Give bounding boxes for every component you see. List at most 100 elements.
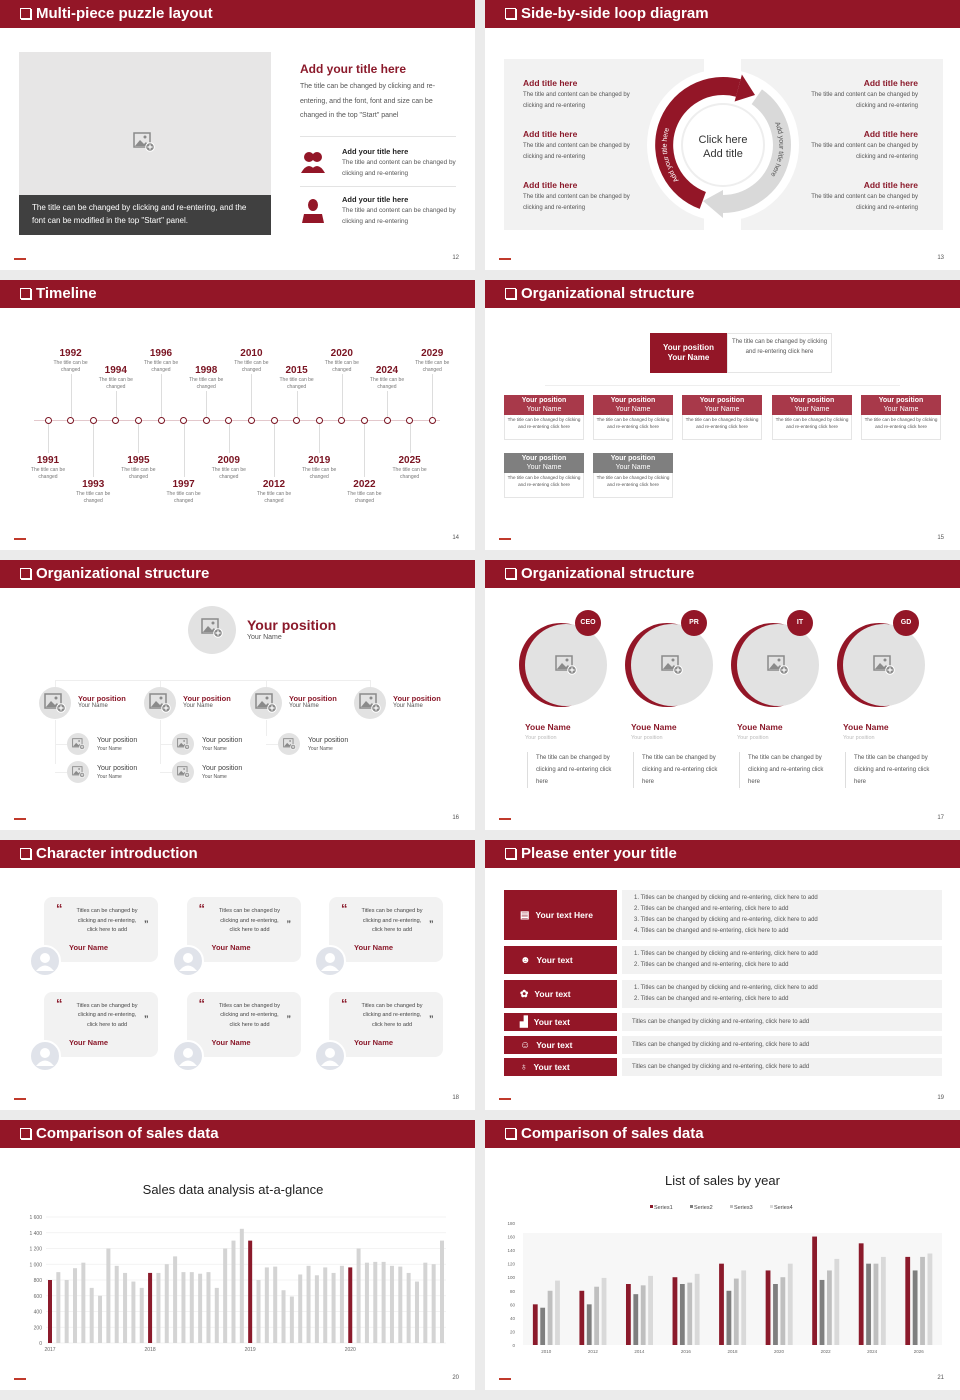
- row-label[interactable]: ☺ Your text: [504, 1036, 617, 1054]
- photo-placeholder[interactable]: [631, 624, 713, 706]
- timeline-dot[interactable]: [180, 416, 188, 424]
- bar-series4: [555, 1280, 560, 1345]
- bar: [406, 1272, 411, 1343]
- bar-series4: [694, 1273, 700, 1345]
- photo-placeholder-small[interactable]: [67, 733, 89, 755]
- photo-placeholder-small[interactable]: [278, 733, 300, 755]
- row-label[interactable]: ✿ Your text: [504, 980, 617, 1008]
- timeline-year: 2012: [262, 479, 286, 490]
- top-photo-placeholder[interactable]: [188, 606, 236, 654]
- content-line: 2. Titles can be changed and re-entering…: [634, 906, 789, 912]
- character-card[interactable]: “ Titles can be changed by clicking and r…: [44, 897, 158, 962]
- row-label[interactable]: ♁ Your text: [504, 1058, 617, 1076]
- quote-open-icon: “: [198, 901, 206, 916]
- timeline-dot[interactable]: [157, 416, 165, 424]
- bar: [264, 1267, 269, 1343]
- top-name: Your Name: [247, 634, 282, 641]
- character-card[interactable]: “ Titles can be changed by clicking and r…: [186, 991, 301, 1057]
- timeline-dot[interactable]: [112, 416, 120, 424]
- member-text: The title can be changed by clicking and…: [845, 752, 935, 788]
- timeline-dot[interactable]: [293, 416, 301, 424]
- timeline-dot[interactable]: [134, 416, 142, 424]
- position: Your position: [78, 694, 126, 703]
- position-box[interactable]: Your position Your Name The title can be c…: [504, 453, 584, 498]
- top-position: Your position: [247, 617, 337, 633]
- connector: [160, 744, 172, 745]
- bar-series2: [540, 1307, 546, 1345]
- avatar: [171, 1039, 204, 1072]
- photo-placeholder-small[interactable]: [67, 761, 89, 783]
- content-line: 1. Titles can be changed by clicking and…: [634, 951, 818, 957]
- timeline-dot[interactable]: [383, 416, 391, 424]
- name: Your Name: [526, 406, 562, 413]
- position-box[interactable]: Your position Your Name The title can be c…: [504, 395, 584, 440]
- bar: [156, 1272, 161, 1343]
- position-box[interactable]: Your position Your Name The title can be c…: [593, 395, 673, 440]
- row-label[interactable]: ▤ Your text Here: [504, 890, 617, 940]
- center-circle[interactable]: [681, 103, 765, 187]
- x-tick-label: 2022: [821, 1349, 832, 1354]
- slide-title: Timeline: [36, 285, 97, 302]
- item-title: Add title here: [523, 129, 578, 139]
- content-line: Titles can be changed by clicking and re…: [632, 1041, 810, 1048]
- photo-placeholder[interactable]: [354, 687, 386, 719]
- legend-swatch: [730, 1205, 733, 1208]
- position: Your position: [289, 694, 337, 703]
- position-box[interactable]: Your position Your Name The title can be c…: [682, 395, 762, 440]
- label-text: Your text: [534, 989, 571, 999]
- timeline-dot[interactable]: [89, 416, 97, 424]
- timeline-dot[interactable]: [67, 416, 75, 424]
- position-box[interactable]: Your position Your Name The title can be c…: [861, 395, 941, 440]
- slide-header: Organizational structure: [485, 560, 960, 588]
- photo-placeholder[interactable]: [144, 687, 176, 719]
- timeline-dot[interactable]: [428, 416, 436, 424]
- character-card[interactable]: “ Titles can be changed by clicking and r…: [186, 897, 301, 962]
- connector: [266, 680, 267, 690]
- box-text: The title can be changed by clicking and…: [593, 415, 673, 440]
- bar: [431, 1264, 436, 1343]
- character-card[interactable]: “ Titles can be changed by clicking and r…: [329, 991, 443, 1057]
- image-placeholder[interactable]: The title can be changed by clicking and…: [19, 52, 271, 235]
- character-card[interactable]: “ Titles can be changed by clicking and r…: [44, 991, 158, 1057]
- yearly-sales-bar-chart: 0 20 40 60 80 100 120 140 160 180 Series1 Series2 Se…: [507, 1205, 942, 1354]
- slide-character-introduction: Character introduction 18 “ Titles can be…: [0, 840, 475, 1110]
- timeline-dot[interactable]: [360, 416, 368, 424]
- money-hand-icon: ♁: [520, 1061, 528, 1073]
- timeline-dot[interactable]: [202, 416, 210, 424]
- y-tick-label: 160: [507, 1235, 515, 1240]
- x-tick-label: 2014: [634, 1349, 645, 1354]
- timeline-dot[interactable]: [247, 416, 255, 424]
- row-label[interactable]: ☻ Your text: [504, 946, 617, 974]
- timeline-dot[interactable]: [315, 416, 323, 424]
- top-position-box[interactable]: Your position Your Name: [650, 333, 727, 373]
- timeline-year: 1993: [82, 479, 105, 490]
- timeline-dot[interactable]: [338, 416, 346, 424]
- photo-placeholder[interactable]: [250, 687, 282, 719]
- timeline-dot[interactable]: [225, 416, 233, 424]
- bar-series4: [601, 1277, 607, 1345]
- connector: [48, 424, 49, 453]
- checkbox-icon: [20, 568, 31, 579]
- footer-logo: [14, 538, 26, 540]
- photo-placeholder[interactable]: [525, 624, 607, 706]
- legend-swatch: [770, 1205, 773, 1208]
- slide-org-structure-boxes: Organizational structure Your position Yo…: [485, 280, 960, 550]
- timeline-dot[interactable]: [406, 416, 414, 424]
- timeline-text: The title can be changed: [234, 360, 269, 373]
- photo-placeholder[interactable]: [737, 624, 819, 706]
- position: Your position: [202, 737, 243, 744]
- timeline-dot[interactable]: [270, 416, 278, 424]
- photo-placeholder-small[interactable]: [172, 761, 194, 783]
- footer-logo: [499, 538, 511, 540]
- position-box[interactable]: Your position Your Name The title can be c…: [593, 453, 673, 498]
- character-card[interactable]: “ Titles can be changed by clicking and r…: [329, 897, 443, 962]
- timeline-dot[interactable]: [44, 416, 52, 424]
- photo-placeholder[interactable]: [843, 624, 925, 706]
- quote-close-icon: ”: [144, 1013, 149, 1024]
- photo-placeholder-small[interactable]: [172, 733, 194, 755]
- photo-placeholder[interactable]: [39, 687, 71, 719]
- bar-series1: [858, 1243, 864, 1345]
- slide-header: Character introduction: [0, 840, 475, 868]
- position-box[interactable]: Your position Your Name The title can be c…: [772, 395, 852, 440]
- row-label[interactable]: ▟ Your text: [504, 1013, 617, 1031]
